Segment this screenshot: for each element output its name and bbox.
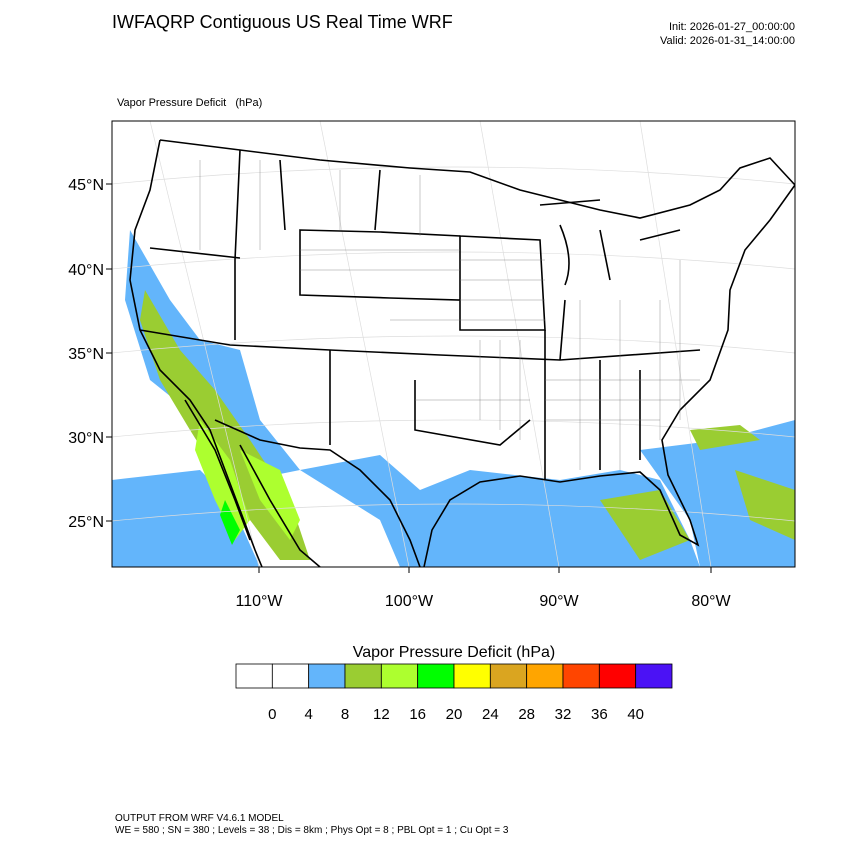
colorbar-level: 4 bbox=[304, 706, 312, 723]
lon-label: 100°W bbox=[385, 593, 434, 610]
colorbar-level: 8 bbox=[341, 706, 349, 723]
map-frame bbox=[111, 120, 796, 568]
lat-labels: 45°N 40°N 35°N 30°N 25°N bbox=[68, 177, 112, 531]
footer-line: WE = 580 ; SN = 380 ; Levels = 38 ; Dis … bbox=[115, 825, 509, 836]
lon-label: 80°W bbox=[691, 593, 731, 610]
colorbar-level: 0 bbox=[268, 706, 276, 723]
lon-label: 90°W bbox=[539, 593, 579, 610]
lat-label: 45°N bbox=[68, 177, 104, 194]
colorbar-swatch bbox=[308, 663, 346, 689]
title: IWFAQRP Contiguous US Real Time WRF bbox=[112, 12, 453, 32]
lon-labels: 110°W 100°W 90°W 80°W bbox=[235, 567, 732, 610]
footer-line: OUTPUT FROM WRF V4.6.1 MODEL bbox=[115, 813, 284, 824]
lat-label: 40°N bbox=[68, 262, 104, 279]
valid-time: Valid: 2026-01-31_14:00:00 bbox=[660, 35, 795, 47]
county-lines bbox=[199, 160, 700, 470]
lat-label: 30°N bbox=[68, 430, 104, 447]
colorbar-level: 28 bbox=[518, 706, 535, 723]
colorbar-swatch bbox=[271, 663, 310, 689]
colorbar-swatch bbox=[417, 663, 455, 689]
graticule bbox=[112, 121, 795, 567]
colorbar-level: 16 bbox=[409, 706, 426, 723]
boundaries bbox=[129, 139, 795, 567]
init-time: Init: 2026-01-27_00:00:00 bbox=[669, 21, 795, 33]
colorbar-swatch bbox=[562, 663, 600, 689]
field-label: Vapor Pressure Deficit (hPa) bbox=[117, 97, 262, 109]
colorbar-level: 12 bbox=[373, 706, 390, 723]
colorbar-swatch bbox=[235, 663, 273, 689]
colorbar-swatch bbox=[344, 663, 382, 689]
lat-label: 35°N bbox=[68, 346, 104, 363]
colorbar-level: 20 bbox=[446, 706, 463, 723]
colorbar: 0 4 8 12 16 20 24 28 32 36 40 bbox=[235, 663, 673, 723]
colorbar-swatch bbox=[526, 663, 564, 689]
colorbar-swatch bbox=[489, 663, 528, 689]
colorbar-level: 24 bbox=[482, 706, 499, 723]
colorbar-swatch bbox=[598, 663, 637, 689]
colorbar-swatch bbox=[453, 663, 491, 689]
colorbar-title: Vapor Pressure Deficit (hPa) bbox=[353, 644, 555, 661]
map-area bbox=[112, 121, 795, 567]
lon-label: 110°W bbox=[235, 593, 283, 610]
lat-label: 25°N bbox=[68, 514, 104, 531]
colorbar-level: 32 bbox=[555, 706, 572, 723]
colorbar-level: 40 bbox=[627, 706, 644, 723]
colorbar-swatch bbox=[380, 663, 419, 689]
colorbar-level: 36 bbox=[591, 706, 608, 723]
colorbar-swatch bbox=[635, 663, 673, 689]
